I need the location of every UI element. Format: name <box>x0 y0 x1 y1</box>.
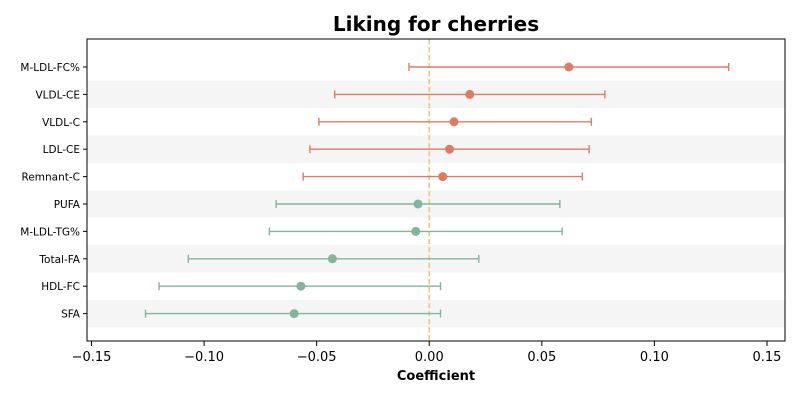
x-tick-label: 0.00 <box>415 350 444 365</box>
row-m-ldl-tg- <box>268 226 563 236</box>
x-tick-label: −0.05 <box>297 350 337 365</box>
y-tick-label: VLDL-CE <box>35 89 80 101</box>
estimate-point <box>564 62 574 72</box>
x-axis-label: Coefficient <box>397 369 475 384</box>
row-total-fa <box>187 254 480 264</box>
x-tick-label: −0.10 <box>184 350 224 365</box>
estimate-point <box>413 199 423 209</box>
y-tick-label: HDL-FC <box>41 281 80 293</box>
estimate-point <box>296 281 306 291</box>
y-tick-label: Total-FA <box>38 254 80 266</box>
x-tick-label: 0.10 <box>640 350 669 365</box>
row-hdl-fc <box>158 281 442 291</box>
y-tick-label: M-LDL-TG% <box>20 226 80 238</box>
y-tick-label: Remnant-C <box>22 172 81 184</box>
row-vldl-c <box>318 117 593 127</box>
x-tick-label: 0.05 <box>527 350 556 365</box>
estimate-point <box>449 117 459 127</box>
x-tick-label: −0.15 <box>72 350 112 365</box>
plot-frame <box>86 38 786 342</box>
estimate-point <box>411 226 421 236</box>
estimate-point <box>438 172 448 182</box>
data-marks <box>144 62 730 319</box>
estimate-point <box>445 144 455 154</box>
y-tick-label: LDL-CE <box>43 144 80 156</box>
row-sfa <box>144 309 442 319</box>
x-axis: −0.15 −0.10 −0.05 0.00 0.05 0.10 0.15 <box>72 341 782 365</box>
y-tick-label: VLDL-C <box>42 117 80 129</box>
row-m-ldl-fc- <box>408 62 730 72</box>
row-remnant-c <box>302 172 584 182</box>
estimate-point <box>327 254 337 264</box>
y-axis: M-LDL-FC% VLDL-CE VLDL-C LDL-CE Remnant-C PUF… <box>20 62 87 321</box>
y-tick-label: SFA <box>61 309 81 321</box>
y-tick-label: PUFA <box>54 199 81 211</box>
estimate-point <box>289 309 299 319</box>
chart-title: Liking for cherries <box>333 12 539 36</box>
estimate-point <box>465 89 475 99</box>
row-pufa <box>275 199 561 209</box>
row-ldl-ce <box>309 144 590 154</box>
y-tick-label: M-LDL-FC% <box>20 62 80 74</box>
row-vldl-ce <box>333 89 606 99</box>
x-tick-label: 0.15 <box>753 350 782 365</box>
